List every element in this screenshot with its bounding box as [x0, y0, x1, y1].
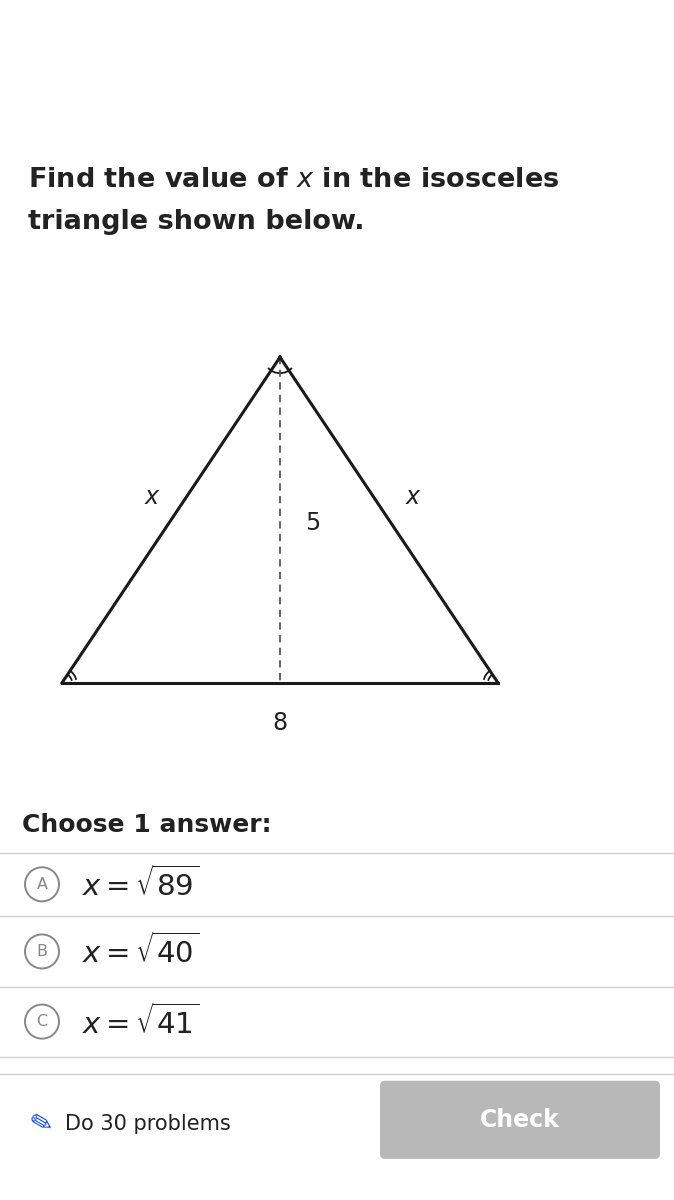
Text: Metro by T-Mobile  9:15 AM: Metro by T-Mobile 9:15 AM — [20, 18, 181, 31]
Text: Find the value of $\it{x}$ in the isosceles: Find the value of $\it{x}$ in the isosce… — [28, 167, 559, 193]
Text: A: A — [36, 877, 47, 892]
Text: Check: Check — [480, 1108, 560, 1132]
Text: $x$: $x$ — [404, 486, 421, 510]
Text: ✏: ✏ — [22, 1106, 56, 1141]
Text: B: B — [36, 944, 47, 959]
Text: C: C — [36, 1014, 48, 1030]
Text: $x = \sqrt{89}$: $x = \sqrt{89}$ — [82, 866, 199, 902]
Text: Choose 1 answer:: Choose 1 answer: — [22, 814, 272, 838]
Text: $x = \sqrt{41}$: $x = \sqrt{41}$ — [82, 1003, 199, 1039]
Text: $x = \sqrt{40}$: $x = \sqrt{40}$ — [82, 934, 199, 970]
Text: Do 30 problems: Do 30 problems — [65, 1114, 231, 1134]
Text: 8: 8 — [272, 710, 288, 734]
Text: ‹: ‹ — [27, 67, 40, 96]
FancyBboxPatch shape — [380, 1081, 660, 1159]
Text: triangle shown below.: triangle shown below. — [28, 209, 365, 235]
Text: 81%: 81% — [627, 18, 654, 31]
Text: 5: 5 — [305, 510, 320, 534]
Text: $x$: $x$ — [144, 486, 160, 510]
Text: Course challenge: Course challenge — [229, 72, 445, 92]
